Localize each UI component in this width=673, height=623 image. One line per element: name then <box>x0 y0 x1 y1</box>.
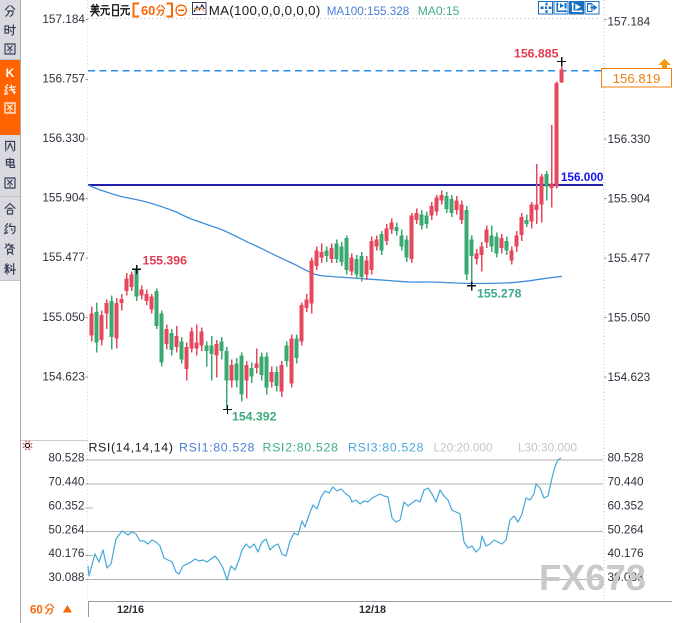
svg-text:157.184: 157.184 <box>608 15 651 29</box>
svg-text:RSI3:80.528: RSI3:80.528 <box>348 441 424 455</box>
svg-text:157.184: 157.184 <box>42 12 85 26</box>
svg-text:155.477: 155.477 <box>42 250 85 264</box>
svg-text:60.352: 60.352 <box>608 498 644 512</box>
svg-text:MA0:15: MA0:15 <box>418 4 460 18</box>
svg-text:154.623: 154.623 <box>608 370 651 384</box>
svg-text:L20:20.000: L20:20.000 <box>434 441 493 455</box>
svg-text:12/16: 12/16 <box>117 604 144 616</box>
svg-text:155.396: 155.396 <box>143 254 188 268</box>
svg-text:156.819: 156.819 <box>613 71 661 86</box>
svg-text:L30:30.000: L30:30.000 <box>518 441 577 455</box>
svg-text:30.088: 30.088 <box>608 570 645 584</box>
svg-text:FX678: FX678 <box>539 557 646 598</box>
svg-text:155.278: 155.278 <box>477 287 522 301</box>
svg-text:60: 60 <box>30 605 43 617</box>
svg-text:40.176: 40.176 <box>608 546 645 560</box>
svg-text:80.528: 80.528 <box>48 451 85 465</box>
svg-text:154.623: 154.623 <box>42 369 85 383</box>
svg-text:156.330: 156.330 <box>42 131 85 145</box>
svg-text:RSI2:80.528: RSI2:80.528 <box>263 441 339 455</box>
svg-text:155.904: 155.904 <box>608 191 651 205</box>
svg-text:155.904: 155.904 <box>42 191 85 205</box>
svg-text:70.440: 70.440 <box>608 474 645 488</box>
svg-text:MA(100,0,0,0,0,0): MA(100,0,0,0,0,0) <box>209 3 321 18</box>
svg-text:50.264: 50.264 <box>48 522 85 536</box>
svg-text:MA100:155.328: MA100:155.328 <box>327 5 410 18</box>
svg-text:80.528: 80.528 <box>608 451 645 465</box>
svg-text:156.885: 156.885 <box>514 47 559 61</box>
svg-text:155.050: 155.050 <box>608 311 651 325</box>
svg-text:156.330: 156.330 <box>608 132 651 146</box>
svg-text:155.050: 155.050 <box>42 310 85 324</box>
svg-text:K: K <box>6 66 15 80</box>
svg-text:156.000: 156.000 <box>561 170 604 184</box>
svg-text:RSI1:80.528: RSI1:80.528 <box>179 441 255 455</box>
svg-text:156.757: 156.757 <box>42 72 85 86</box>
svg-text:155.477: 155.477 <box>608 251 651 265</box>
svg-text:40.176: 40.176 <box>48 546 85 560</box>
svg-text:RSI(14,14,14): RSI(14,14,14) <box>89 441 174 455</box>
svg-text:154.392: 154.392 <box>232 410 277 424</box>
svg-text:50.264: 50.264 <box>608 522 645 536</box>
svg-text:30.088: 30.088 <box>48 570 85 584</box>
svg-text:60.352: 60.352 <box>48 498 84 512</box>
svg-text:70.440: 70.440 <box>48 474 85 488</box>
svg-text:12/18: 12/18 <box>359 604 386 616</box>
svg-text:60: 60 <box>141 3 155 18</box>
